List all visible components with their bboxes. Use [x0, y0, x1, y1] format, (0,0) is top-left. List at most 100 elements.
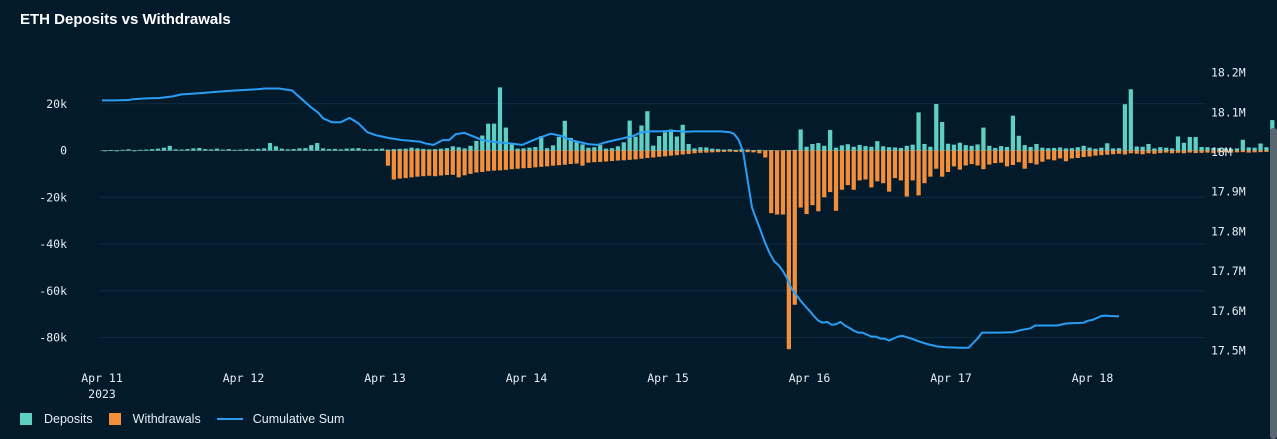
deposit-bar: [745, 149, 750, 151]
deposit-bar: [1205, 147, 1210, 151]
withdrawal-bar: [397, 150, 402, 179]
deposit-bar: [315, 143, 320, 151]
withdrawal-bar: [603, 150, 609, 162]
deposit-bar: [881, 146, 886, 151]
deposit-bar: [598, 145, 603, 151]
x-tick-label: Apr 18: [1072, 371, 1114, 385]
withdrawal-bar: [698, 150, 703, 153]
deposit-bar: [539, 136, 544, 151]
deposit-bar: [462, 148, 467, 151]
withdrawal-bar: [474, 150, 479, 173]
legend: Deposits Withdrawals Cumulative Sum: [20, 412, 360, 426]
deposit-bar: [533, 146, 538, 151]
withdrawal-bar: [1004, 150, 1010, 167]
deposit-bar: [556, 136, 562, 151]
vertical-scrollbar[interactable]: [1270, 128, 1277, 439]
deposit-bar: [444, 148, 450, 151]
deposit-bar: [1264, 147, 1269, 151]
withdrawal-bar: [645, 150, 650, 158]
withdrawal-bar: [615, 150, 621, 161]
deposit-bar: [1246, 147, 1251, 151]
y-axis-right: 18.2M 18.1M 18M 17.9M 17.8M 17.7M 17.6M 17.5M: [1211, 66, 1246, 358]
legend-item-deposits[interactable]: Deposits: [20, 412, 93, 426]
y-right-tick-label: 18.2M: [1211, 66, 1246, 80]
deposit-bar: [987, 145, 992, 151]
deposit-bar: [998, 146, 1004, 151]
deposit-bar: [320, 148, 326, 151]
legend-item-cumulative-sum[interactable]: Cumulative Sum: [216, 412, 344, 426]
deposit-bar: [1211, 148, 1216, 151]
withdrawal-bar: [639, 150, 644, 159]
withdrawal-bar: [1146, 150, 1151, 154]
deposit-bar: [497, 87, 503, 151]
withdrawal-bar: [1175, 150, 1181, 153]
withdrawal-bar: [462, 150, 467, 176]
withdrawal-bar: [1010, 150, 1016, 165]
withdrawal-bar: [497, 150, 503, 171]
withdrawal-bar: [769, 150, 774, 214]
withdrawal-bar: [668, 150, 674, 156]
withdrawal-bar: [1193, 150, 1198, 154]
withdrawal-bar: [1152, 150, 1157, 154]
deposit-bar: [409, 147, 414, 151]
y-left-tick-label: -40k: [39, 237, 67, 251]
withdrawal-bar: [592, 150, 597, 163]
deposit-bar: [1116, 148, 1122, 151]
withdrawal-bar: [851, 150, 856, 190]
deposit-bar: [786, 150, 791, 151]
withdrawal-bar: [828, 150, 833, 193]
withdrawal-bar: [1205, 150, 1210, 153]
deposit-bar: [161, 147, 167, 151]
deposit-bar: [969, 145, 974, 151]
withdrawal-bar: [1181, 150, 1187, 154]
deposit-bar: [374, 148, 379, 151]
withdrawal-bar: [710, 150, 715, 153]
y-left-tick-label: 0: [60, 144, 67, 158]
deposit-bar: [886, 147, 892, 151]
deposit-bar: [208, 149, 214, 151]
y-right-tick-label: 17.9M: [1211, 185, 1246, 199]
cumulative-sum-swatch: [216, 418, 243, 420]
deposit-bar: [1181, 142, 1187, 151]
deposit-bar: [1128, 89, 1133, 151]
withdrawal-bar: [1211, 150, 1216, 154]
x-tick-label: Apr 13: [364, 371, 406, 385]
y-right-tick-label: 17.5M: [1211, 344, 1246, 358]
deposit-bar: [344, 148, 349, 151]
withdrawal-bar: [527, 150, 532, 169]
deposit-bar: [1046, 148, 1051, 151]
deposit-bar: [945, 143, 951, 151]
withdrawal-bar: [450, 150, 455, 175]
withdrawal-bar: [810, 150, 815, 206]
legend-item-withdrawals[interactable]: Withdrawals: [108, 412, 201, 426]
withdrawal-bar: [1111, 150, 1116, 155]
deposit-bar: [491, 123, 497, 151]
deposit-bar: [486, 123, 491, 151]
chart-title: ETH Deposits vs Withdrawals: [20, 11, 231, 28]
deposit-bar: [403, 148, 408, 151]
deposit-bar: [1069, 148, 1074, 151]
withdrawal-bar: [415, 150, 420, 177]
legend-label-withdrawals: Withdrawals: [132, 412, 201, 426]
withdrawal-bar: [521, 150, 526, 169]
withdrawal-bar: [1116, 150, 1122, 154]
deposit-bar: [297, 148, 302, 151]
deposit-bar: [1217, 148, 1222, 151]
deposit-bar: [1234, 148, 1240, 151]
deposit-bar: [1122, 104, 1128, 151]
deposit-bar: [197, 147, 202, 151]
withdrawal-bar: [545, 150, 550, 167]
deposit-bar: [203, 149, 208, 151]
deposit-bar: [875, 141, 880, 151]
deposit-bar: [391, 149, 396, 151]
deposit-bar: [721, 149, 727, 151]
deposit-bar: [250, 149, 255, 151]
withdrawal-bar: [409, 150, 414, 178]
deposit-bar: [1158, 147, 1163, 151]
y-right-tick-label: 17.8M: [1211, 224, 1246, 238]
withdrawal-bar: [539, 150, 544, 167]
deposit-bar: [332, 148, 338, 151]
deposit-bar: [1164, 147, 1169, 151]
y-right-tick-label: 18M: [1211, 145, 1232, 159]
